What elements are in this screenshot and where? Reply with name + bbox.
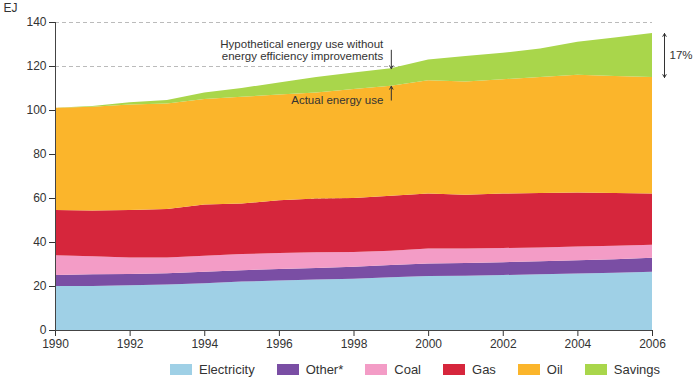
svg-text:Actual energy use: Actual energy use	[291, 94, 383, 106]
svg-text:2002: 2002	[490, 337, 517, 351]
svg-text:2004: 2004	[565, 337, 592, 351]
svg-text:80: 80	[33, 147, 47, 161]
svg-text:100: 100	[26, 103, 46, 117]
svg-text:120: 120	[26, 59, 46, 73]
svg-text:1996: 1996	[266, 337, 293, 351]
svg-text:20: 20	[33, 279, 47, 293]
svg-text:1990: 1990	[42, 337, 69, 351]
svg-text:1992: 1992	[117, 337, 144, 351]
svg-text:140: 140	[26, 15, 46, 29]
svg-text:0: 0	[40, 323, 47, 337]
html-text:Oil: Oil	[546, 362, 563, 377]
svg-text:2006: 2006	[639, 337, 666, 351]
svg-text:2000: 2000	[415, 337, 442, 351]
html-text:Electricity: Electricity	[199, 362, 255, 377]
html-text:Gas: Gas	[472, 362, 496, 377]
html-text:Other*: Other*	[305, 362, 344, 377]
svg-text:EJ: EJ	[4, 1, 18, 15]
svg-text:40: 40	[33, 235, 47, 249]
svg-text:1998: 1998	[341, 337, 368, 351]
svg-text:60: 60	[33, 191, 47, 205]
html-text:Coal: Coal	[394, 362, 421, 377]
svg-text:17%: 17%	[670, 49, 693, 61]
html-text:Savings: Savings	[613, 362, 660, 377]
svg-text:1994: 1994	[191, 337, 218, 351]
svg-text:Hypothetical energy use withou: Hypothetical energy use withoutenergy ef…	[220, 38, 384, 62]
